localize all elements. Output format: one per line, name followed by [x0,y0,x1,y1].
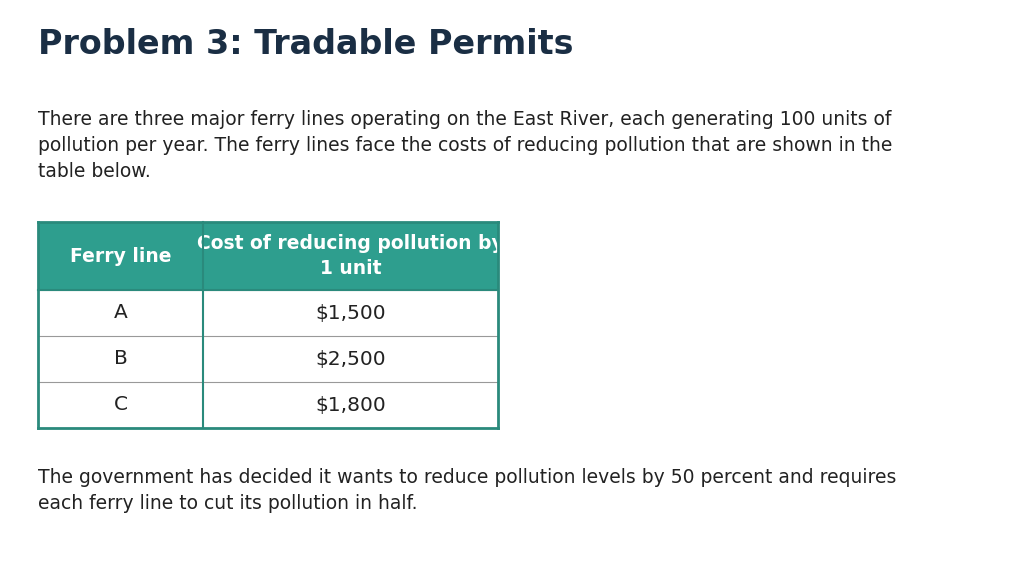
Text: each ferry line to cut its pollution in half.: each ferry line to cut its pollution in … [38,494,417,513]
Text: Ferry line: Ferry line [70,246,171,266]
Text: Problem 3: Tradable Permits: Problem 3: Tradable Permits [38,28,573,61]
Text: Cost of reducing pollution by
1 unit: Cost of reducing pollution by 1 unit [197,234,504,278]
Text: There are three major ferry lines operating on the East River, each generating 1: There are three major ferry lines operat… [38,110,892,129]
Text: $2,500: $2,500 [316,350,386,368]
Text: pollution per year. The ferry lines face the costs of reducing pollution that ar: pollution per year. The ferry lines face… [38,136,893,155]
Text: C: C [113,396,127,415]
Bar [38,382,498,428]
Text: $1,500: $1,500 [316,303,386,322]
Text: The government has decided it wants to reduce pollution levels by 50 percent and: The government has decided it wants to r… [38,468,897,487]
Bar [38,222,498,290]
Bar [38,290,498,336]
Bar [38,336,498,382]
Text: B: B [114,350,127,368]
Text: A: A [114,303,127,322]
Text: table below.: table below. [38,162,151,181]
Text: $1,800: $1,800 [316,396,386,415]
